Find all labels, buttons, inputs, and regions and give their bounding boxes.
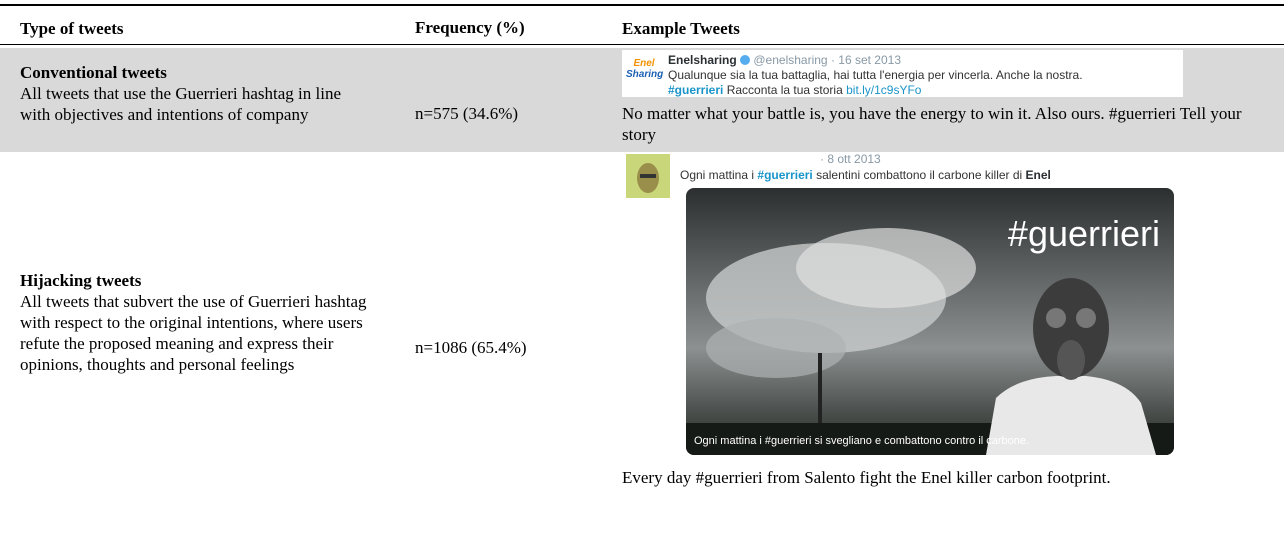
header-rule (0, 44, 1284, 45)
image-hashtag: #guerrieri (1008, 213, 1160, 254)
tweet-card: · 8 ott 2013 Ogni mattina i #guerrieri s… (622, 152, 1180, 457)
image-content: #guerrieri Ogni mattina i #guerrieri si … (686, 188, 1174, 455)
tweet-body: Enelsharing @enelsharing · 16 set 2013 Q… (668, 53, 1083, 98)
top-rule (0, 4, 1284, 6)
tweet-text: #guerrieri Racconta la tua storia bit.ly… (668, 83, 1083, 98)
tweet-text: Racconta la tua storia (727, 83, 843, 97)
mask-filter (1057, 340, 1085, 380)
tweet-text: Ogni mattina i #guerrieri salentini comb… (680, 168, 1051, 182)
link[interactable]: bit.ly/1c9sYFo (846, 83, 921, 97)
cloud (706, 318, 846, 378)
translation: No matter what your battle is, you have … (622, 103, 1262, 145)
date: · 8 ott 2013 (820, 152, 881, 166)
cloud (796, 228, 976, 308)
mask-eye (1076, 308, 1096, 328)
chimney (818, 353, 822, 423)
row-description: All tweets that use the Guerrieri hashta… (20, 83, 365, 125)
hashtag: #guerrieri (668, 83, 723, 97)
tweet-text: salentini combattono il carbone killer d… (816, 168, 1022, 182)
page: Type of tweets Frequency (%) Example Twe… (0, 0, 1284, 543)
row-title: Hijacking tweets (20, 270, 380, 291)
user: Enelsharing (668, 53, 737, 67)
date: · 16 set 2013 (831, 53, 901, 67)
logo-text: Enel (626, 58, 662, 69)
tweet-image: #guerrieri Ogni mattina i #guerrieri si … (686, 188, 1174, 455)
row-title: Conventional tweets (20, 62, 380, 83)
avatar (626, 154, 670, 198)
translation: Every day #guerrieri from Salento fight … (622, 467, 1202, 488)
mask-eye (1046, 308, 1066, 328)
verified-badge (740, 55, 750, 65)
logo-text: Sharing (626, 69, 662, 80)
header-cell: Frequency (%) (415, 18, 525, 38)
hashtag: #guerrieri (757, 168, 812, 182)
handle: @enelsharing (753, 53, 827, 67)
tweet-text: Qualunque sia la tua battaglia, hai tutt… (668, 68, 1083, 83)
tweet-header: Enelsharing @enelsharing · 16 set 2013 (668, 53, 1083, 68)
row-description: All tweets that subvert the use of Guerr… (20, 291, 385, 375)
tweet-text: Ogni mattina i (680, 168, 754, 182)
avatar-glasses (640, 174, 656, 178)
mention: Enel (1026, 168, 1051, 182)
frequency: n=1086 (65.4%) (415, 338, 527, 358)
cell: Conventional tweets All tweets that use … (20, 62, 380, 125)
header-cell: Type of tweets (20, 18, 380, 39)
header-cell: Example Tweets (622, 18, 1262, 39)
tweet-card: Enel Sharing Enelsharing @enelsharing · … (622, 50, 1183, 97)
cell: Hijacking tweets All tweets that subvert… (20, 270, 380, 375)
image-caption: Ogni mattina i #guerrieri si svegliano e… (694, 435, 1029, 447)
logo: Enel Sharing (626, 58, 662, 80)
frequency: n=575 (34.6%) (415, 104, 518, 124)
